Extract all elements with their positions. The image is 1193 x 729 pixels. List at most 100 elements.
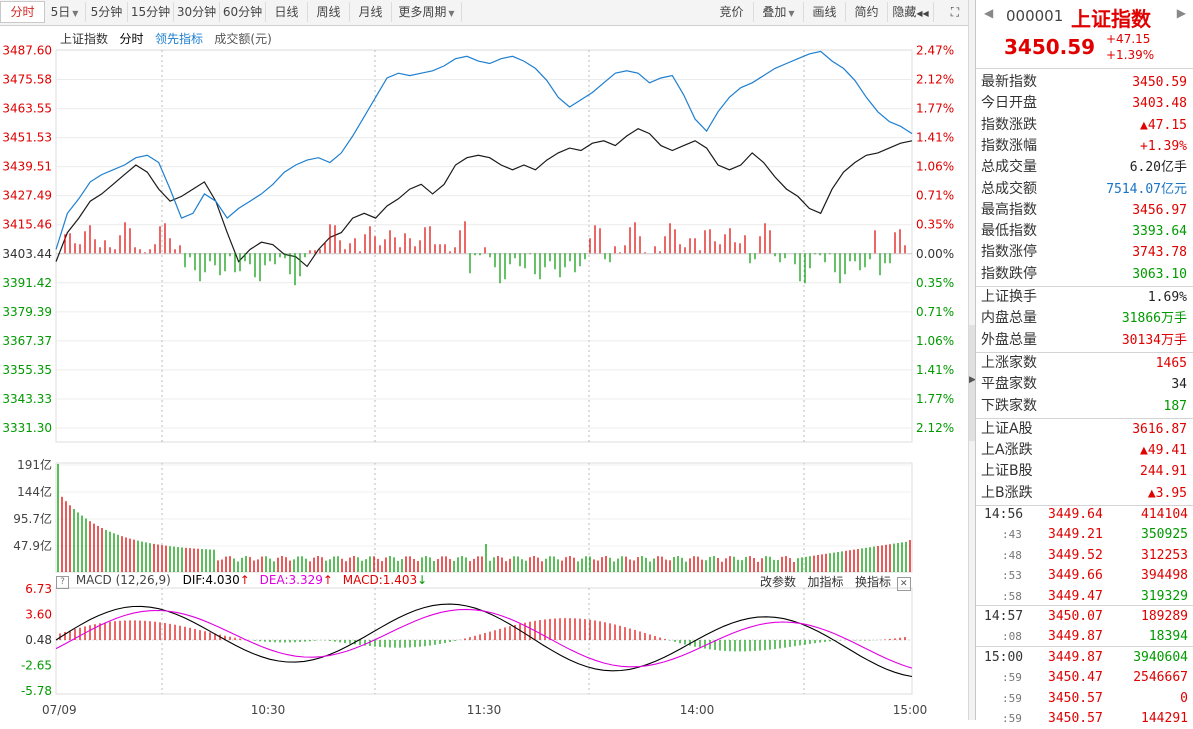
period-tab-label: 30分钟: [176, 5, 217, 19]
price-tick-label: 3427.49: [2, 189, 52, 203]
macd-label[interactable]: MACD (12,26,9): [75, 573, 171, 587]
stat-value: 31866万手: [1121, 311, 1187, 327]
switch-indicator-button[interactable]: 换指标: [854, 575, 891, 589]
tick-volume: 189289: [1141, 609, 1188, 624]
macd-help-icon[interactable]: ?: [56, 576, 69, 589]
stat-row: 指数涨跌 ▲47.15: [981, 115, 1191, 136]
stat-row: 总成交额 7514.07亿元: [981, 179, 1191, 200]
period-tab-label: 周线: [316, 5, 341, 19]
macd-tick-label: -2.65: [21, 659, 52, 673]
tick-time: :08: [1002, 630, 1022, 644]
period-tab-6[interactable]: 日线: [266, 2, 308, 22]
close-indicator-icon[interactable]: ✕: [896, 577, 911, 591]
price-change: +47.15: [1106, 32, 1151, 46]
stat-label: 上B涨跌: [981, 484, 1033, 501]
pct-tick-label: 1.77%: [916, 392, 954, 406]
tick-time: :59: [1002, 671, 1022, 685]
tool-button-2[interactable]: 画线: [804, 2, 846, 22]
period-tab-1[interactable]: 5日 ▼: [44, 2, 86, 22]
period-tab-3[interactable]: 15分钟: [128, 2, 174, 22]
macd-dea-value: DEA:3.329: [259, 573, 323, 587]
tool-button-3[interactable]: 简约: [846, 2, 888, 22]
pct-tick-label: 0.35%: [916, 276, 954, 290]
macd-dif-value: DIF:4.030: [182, 573, 240, 587]
tool-button-label: 叠加: [762, 5, 787, 19]
volume-tick-label: 47.9亿: [13, 538, 52, 553]
macd-actions: 改参数 加指标 换指标 ✕: [760, 573, 911, 591]
pct-tick-label: 0.35%: [916, 218, 954, 232]
tool-button-4[interactable]: 隐藏◀◀: [888, 2, 934, 22]
price-tick-label: 3451.53: [2, 131, 52, 145]
expand-icon[interactable]: ⛶: [950, 5, 960, 19]
collapse-handle[interactable]: [969, 325, 976, 441]
period-tab-label: 日线: [274, 5, 299, 19]
stat-row: 外盘总量 30134万手: [981, 330, 1191, 351]
stat-value: 187: [1163, 398, 1187, 414]
period-tab-label: 5日: [50, 5, 71, 19]
panel-divider[interactable]: ▶: [968, 0, 976, 720]
legend-period[interactable]: 分时: [119, 32, 144, 46]
period-tab-7[interactable]: 周线: [308, 2, 350, 22]
period-tab-5[interactable]: 60分钟: [220, 2, 266, 22]
tick-price: 3450.57: [1048, 690, 1103, 706]
period-tab-label: 15分钟: [130, 5, 171, 19]
tick-price: 3449.21: [1048, 527, 1103, 543]
period-tab-label: 更多周期: [398, 5, 447, 19]
stat-label: 上证换手: [981, 289, 1037, 305]
price-tick-label: 3379.39: [2, 305, 52, 319]
macd-panel-frame: [55, 587, 913, 695]
stat-row: 最新指数 3450.59: [981, 72, 1191, 93]
macd-arrow-icon: ↓: [417, 573, 428, 587]
stat-value: 3456.97: [1132, 202, 1187, 218]
stat-row: 上证A股 3616.87: [981, 419, 1191, 440]
stock-name: 上证指数: [1071, 7, 1151, 31]
period-tab-8[interactable]: 月线: [350, 2, 392, 22]
macd-header: ? MACD (12,26,9) DIF:4.030↑ DEA:3.329↑ M…: [56, 573, 912, 589]
tick-price: 3450.07: [1048, 609, 1103, 624]
stat-value: 3616.87: [1132, 421, 1187, 437]
tool-button-label: 隐藏: [892, 5, 917, 19]
change-params-button[interactable]: 改参数: [760, 575, 797, 589]
add-indicator-button[interactable]: 加指标: [807, 575, 844, 589]
tool-button-0[interactable]: 竞价: [710, 2, 754, 22]
stat-value: ▲49.41: [1140, 443, 1187, 459]
next-stock-icon[interactable]: ▶: [1176, 6, 1186, 20]
tick-price: 3449.52: [1048, 547, 1103, 563]
tick-price: 3449.47: [1048, 588, 1103, 604]
price-tick-label: 3343.33: [2, 392, 52, 406]
index-line: [55, 128, 913, 268]
stat-label: 今日开盘: [981, 95, 1037, 112]
tick-time: :53: [1002, 569, 1022, 583]
legend-lead-indicator[interactable]: 领先指标: [154, 32, 203, 46]
tick-price: 3450.57: [1048, 711, 1103, 726]
volume-tick-label: 144亿: [17, 484, 52, 499]
tick-time: :48: [1002, 548, 1022, 562]
legend-volume[interactable]: 成交额(元): [214, 32, 272, 46]
tool-button-1[interactable]: 叠加 ▼: [754, 2, 804, 22]
period-tab-2[interactable]: 5分钟: [86, 2, 128, 22]
price-tick-label: 3391.42: [2, 276, 52, 290]
prev-stock-icon[interactable]: ◀: [984, 6, 994, 20]
price-tick-label: 3403.44: [2, 247, 52, 261]
period-tab-label: 月线: [358, 5, 383, 19]
stat-label: 平盘家数: [981, 376, 1037, 393]
stat-value: 3403.48: [1132, 96, 1187, 112]
collapse-arrow-icon[interactable]: ▶: [969, 375, 976, 385]
stat-label: 指数涨停: [981, 244, 1037, 261]
tool-button-label: 竞价: [719, 5, 744, 19]
lead-indicator-line: [55, 50, 913, 250]
intraday-chart[interactable]: 3487.60 2.47% 3475.58 2.12% 3463.55 1.77% 3451…: [0, 26, 968, 720]
price-tick-label: 3475.58: [2, 73, 52, 87]
period-tab-label: 分时: [10, 5, 35, 19]
stat-label: 总成交量: [981, 159, 1037, 176]
price-tick-label: 3463.55: [2, 102, 52, 116]
pct-tick-label: 1.41%: [916, 131, 954, 145]
stat-row: 上证B股 244.91: [981, 461, 1191, 482]
period-tab-0[interactable]: 分时: [0, 1, 45, 23]
stat-value: 30134万手: [1121, 332, 1187, 348]
period-tab-4[interactable]: 30分钟: [174, 2, 220, 22]
period-tab-9[interactable]: 更多周期 ▼: [392, 2, 462, 22]
stat-label: 总成交额: [981, 180, 1037, 197]
stat-value: ▲3.95: [1147, 485, 1187, 501]
stat-label: 上A涨跌: [981, 442, 1033, 459]
